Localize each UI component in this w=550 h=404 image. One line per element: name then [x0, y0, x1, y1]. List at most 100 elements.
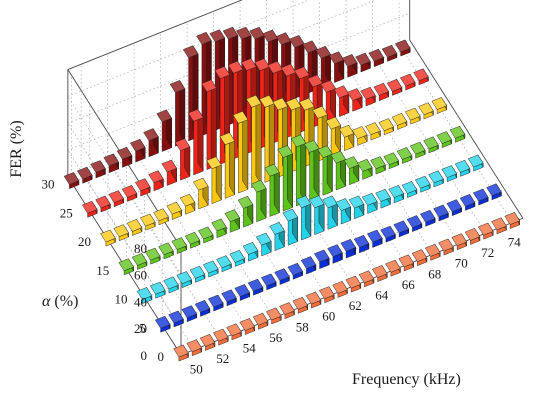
bar-top-face — [345, 275, 361, 289]
bar — [206, 156, 222, 204]
bar-top-face — [252, 312, 269, 326]
bar-top-face — [468, 154, 484, 168]
bar-top-face — [370, 156, 386, 170]
bar-top-face — [441, 165, 457, 178]
bar-top-face — [277, 145, 293, 158]
x-tick-label: 52 — [216, 351, 229, 366]
bar-top-face — [254, 58, 270, 71]
bar — [143, 128, 159, 158]
bar-side-face — [255, 94, 262, 185]
z-tick-label: 40 — [134, 294, 147, 309]
bar — [130, 138, 146, 163]
bar-top-face — [413, 68, 429, 82]
bar-row-alpha-5 — [155, 183, 502, 333]
bar-top-face — [314, 249, 330, 263]
bar — [328, 51, 345, 83]
bar-top-face — [166, 201, 182, 215]
x-tick-label: 66 — [402, 277, 416, 292]
bar — [208, 294, 224, 312]
bar-top-face — [237, 195, 254, 209]
bar-top-face — [327, 244, 343, 257]
bar-top-face — [395, 39, 411, 53]
bar — [386, 79, 403, 96]
bar-top-face — [367, 229, 383, 243]
bar — [211, 218, 227, 238]
bar — [163, 276, 179, 294]
y-axis-label: α (%) — [42, 293, 78, 310]
bar-top-face — [347, 88, 363, 101]
bar-top-face — [473, 188, 489, 202]
bar — [179, 193, 196, 215]
bar — [145, 247, 161, 265]
x-tick-label: 58 — [296, 319, 309, 334]
bar — [135, 178, 151, 197]
bar — [406, 215, 423, 232]
bar-top-face — [126, 219, 143, 232]
bar — [360, 86, 376, 107]
x-tick-label: 62 — [349, 298, 362, 313]
bar-top-face — [213, 328, 229, 342]
bars-layer — [63, 26, 520, 362]
bar-top-face — [289, 35, 305, 48]
bar — [357, 158, 373, 180]
bar-top-face — [307, 74, 323, 88]
bar-top-face — [224, 209, 240, 222]
bar-top-face — [400, 73, 416, 87]
bar — [158, 242, 174, 260]
bar — [340, 239, 356, 259]
bar — [355, 52, 371, 73]
bar — [274, 268, 290, 285]
bar — [322, 195, 338, 230]
bar — [95, 195, 111, 213]
bar-top-face — [206, 156, 222, 170]
bar-top-face — [325, 116, 341, 130]
bar — [216, 255, 232, 273]
bar-row-alpha-15 — [118, 125, 466, 276]
bar-top-face — [294, 66, 310, 80]
bar-top-face — [90, 160, 106, 173]
bar — [415, 175, 431, 193]
bar-top-face — [373, 82, 389, 96]
bar — [431, 97, 447, 114]
bar-top-face — [234, 284, 250, 297]
back-top-line — [67, 0, 243, 70]
bar — [378, 118, 394, 136]
bar-top-face — [380, 225, 396, 239]
bar — [338, 124, 355, 151]
bar-top-face — [299, 97, 315, 111]
bar-top-face — [401, 181, 418, 194]
bar — [126, 219, 143, 236]
bar-top-face — [353, 235, 370, 248]
bar-top-face — [189, 265, 206, 279]
bar-top-face — [436, 131, 452, 144]
bar-row-alpha-10 — [136, 154, 484, 304]
bar-top-face — [391, 113, 408, 126]
bar — [181, 305, 197, 322]
bar — [398, 254, 414, 272]
bar-top-face — [328, 51, 345, 65]
bar-top-face — [335, 198, 351, 211]
bar-top-face — [269, 222, 285, 235]
bar — [247, 278, 264, 296]
bar-top-face — [362, 193, 378, 206]
bar — [300, 256, 317, 275]
bar-top-face — [222, 26, 239, 40]
bar — [418, 102, 434, 120]
bar — [400, 73, 416, 91]
bar-top-face — [357, 158, 373, 172]
bar-top-face — [203, 260, 219, 274]
bar-top-face — [342, 54, 358, 67]
bar — [226, 323, 242, 341]
z-axis-label: FER (%) — [8, 120, 25, 177]
bar-top-face — [193, 177, 209, 191]
bar-top-face — [181, 305, 197, 318]
bar — [242, 242, 259, 262]
bar — [199, 334, 216, 351]
bar — [420, 209, 436, 227]
bar — [380, 225, 396, 243]
bar — [381, 44, 398, 62]
bar — [290, 134, 307, 207]
bar — [246, 94, 262, 189]
back-wall-z-grid — [67, 0, 377, 124]
bar-top-face — [304, 139, 320, 153]
